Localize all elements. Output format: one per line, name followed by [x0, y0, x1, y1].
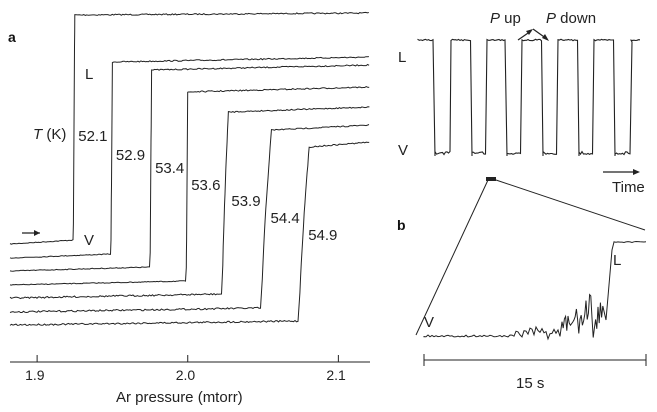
zoom-connector-left [415, 179, 489, 336]
temperature-value-label: 52.1 [78, 128, 107, 145]
transition-trace [9, 86, 370, 286]
temperature-value-label: 52.9 [116, 147, 145, 164]
scale-bar [423, 354, 647, 366]
transition-trace [9, 56, 369, 259]
p-down-label: P down [546, 10, 596, 27]
panel-a-direction-arrow [22, 230, 40, 236]
zoom-connector-right [495, 179, 646, 231]
p-up-label: P up [490, 10, 521, 27]
x-tick-label: 2.1 [326, 367, 346, 383]
inset-time-trace [417, 38, 641, 157]
panel-a-x-axis-label: Ar pressure (mtorr) [116, 389, 243, 406]
panel-b-trace [423, 240, 647, 341]
panel-a-x-ticks: 1.9 2.0 2.1 [25, 355, 346, 383]
transition-trace [9, 141, 370, 326]
panel-a-liquid-label: L [85, 66, 93, 83]
panel-a-inset-plot: L V P up P down Time [398, 10, 645, 196]
transition-trace [9, 124, 370, 314]
temperature-value-label: 54.9 [308, 227, 337, 244]
panel-label-b: b [397, 217, 406, 233]
transition-trace [9, 11, 369, 245]
panel-a-temperature-labels: 52.1 52.9 53.4 53.6 53.9 54.4 54.9 [78, 128, 337, 244]
inset-liquid-label: L [398, 49, 406, 66]
panel-a-traces [9, 11, 370, 326]
time-arrow [603, 169, 640, 175]
scale-bar-label: 15 s [516, 375, 544, 392]
zoom-region-marker [486, 177, 496, 181]
p-arrows [517, 28, 549, 41]
inset-vapor-label: V [398, 142, 408, 159]
panel-b-vapor-label: V [424, 314, 434, 331]
panel-a-plot: 52.1 52.9 53.4 53.6 53.9 54.4 54.9 1.9 2.0 2.1 A… [9, 11, 370, 406]
panel-label-a: a [8, 29, 16, 45]
panel-b-plot: V L 15 s [415, 179, 647, 392]
panel-a-vapor-label: V [84, 232, 94, 249]
x-tick-label: 2.0 [176, 367, 196, 383]
temperature-label: T (K) [33, 126, 66, 143]
temperature-value-label: 53.6 [191, 177, 220, 194]
x-tick-label: 1.9 [25, 367, 45, 383]
temperature-value-label: 53.9 [231, 193, 260, 210]
transition-trace [9, 106, 370, 300]
temperature-value-label: 53.4 [155, 160, 184, 177]
time-label: Time [612, 179, 645, 196]
panel-b-liquid-label: L [613, 252, 621, 269]
transition-trace [9, 63, 370, 272]
temperature-value-label: 54.4 [271, 210, 300, 227]
